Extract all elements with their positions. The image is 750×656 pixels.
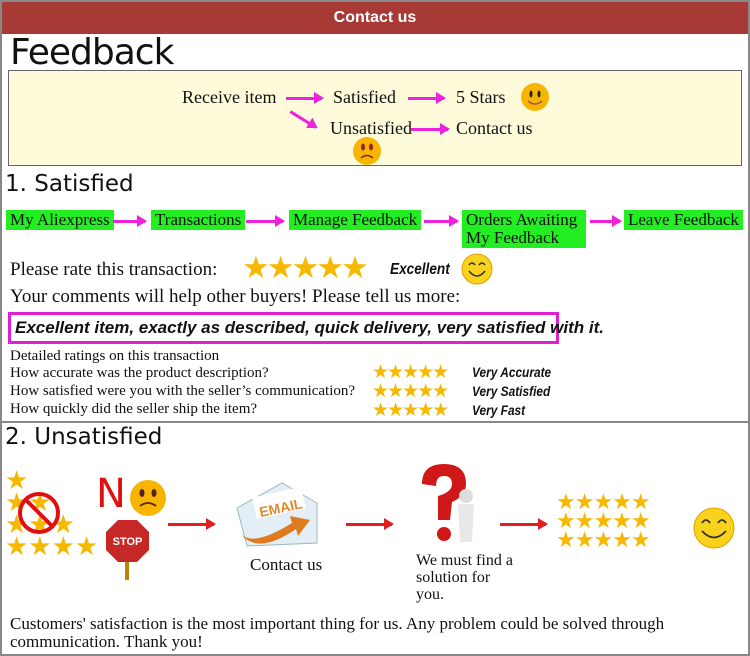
step-my-aliexpress: My Aliexpress [6, 210, 114, 230]
step-transactions: Transactions [151, 210, 246, 230]
section-satisfied-title: 1. Satisfied [5, 171, 134, 197]
detail-label: Very Accurate [472, 364, 552, 380]
prohibited-icon [18, 492, 60, 534]
detail-stars[interactable]: ★★★★★ [372, 362, 449, 383]
sad-face-icon [353, 137, 381, 165]
comments-prompt: Your comments will help other buyers! Pl… [10, 286, 461, 307]
detail-stars[interactable]: ★★★★★ [372, 400, 449, 421]
arrow-icon [286, 92, 324, 104]
arrow-icon [246, 215, 285, 227]
flow-5-stars: 5 Stars [456, 87, 506, 107]
email-icon: EMAIL [236, 482, 318, 547]
solution-text: We must find a solution for you. [416, 552, 513, 603]
no-letter: N [96, 471, 126, 517]
happy-face-icon [521, 83, 549, 111]
detail-question: How quickly did the seller ship the item… [10, 401, 258, 417]
step-manage-feedback: Manage Feedback [289, 210, 422, 230]
detail-stars[interactable]: ★★★★★ [372, 381, 449, 402]
arrow-icon [168, 518, 216, 530]
laughing-face-icon [693, 507, 735, 549]
detail-question: How accurate was the product description… [10, 365, 269, 381]
arrow-icon [346, 518, 394, 530]
section-unsatisfied-title: 2. Unsatisfied [5, 424, 163, 450]
step-orders-awaiting: Orders Awaiting My Feedback [462, 210, 586, 248]
question-person-icon [422, 464, 474, 542]
footer-message: Customers' satisfaction is the most impo… [10, 614, 665, 651]
arrow-icon [408, 92, 446, 104]
divider [2, 421, 748, 423]
comment-input[interactable]: Excellent item, exactly as described, qu… [8, 312, 604, 344]
five-star-rows-icon: ★★★★★ ★★★★★ ★★★★★ [556, 489, 651, 552]
arrow-icon [590, 215, 622, 227]
detail-question: How satisfied were you with the seller’s… [10, 383, 356, 399]
detail-label: Very Satisfied [472, 383, 551, 399]
flow-contact: Contact us [456, 118, 533, 138]
stop-sign-icon: STOP [106, 520, 149, 580]
arrow-icon [411, 123, 450, 135]
rating-text: Excellent [390, 261, 450, 278]
detailed-ratings-title: Detailed ratings on this transaction [10, 348, 220, 364]
arrow-icon [113, 215, 147, 227]
rating-stars[interactable]: ★★★★★ [242, 250, 369, 285]
step-leave-feedback: Leave Feedback [624, 210, 743, 230]
flow-satisfied: Satisfied [333, 87, 396, 107]
arrow-icon [424, 215, 459, 227]
laughing-face-icon [461, 253, 493, 285]
arrow-icon [500, 518, 548, 530]
flow-receive: Receive item [182, 87, 277, 107]
rate-label: Please rate this transaction: [10, 259, 218, 280]
header-bar: Contact us [2, 2, 748, 34]
flow-unsatisfied: Unsatisfied [330, 118, 412, 138]
detail-label: Very Fast [472, 402, 526, 418]
contact-us-text: Contact us [250, 555, 323, 574]
stop-text: STOP [113, 536, 143, 548]
sad-face-icon [130, 480, 166, 516]
page-title: Feedback [10, 32, 174, 73]
